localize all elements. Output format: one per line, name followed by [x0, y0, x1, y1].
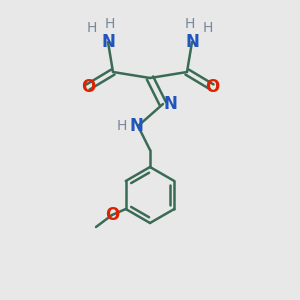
Text: O: O [105, 206, 119, 224]
Text: H: H [203, 21, 213, 35]
Text: N: N [129, 117, 143, 135]
Text: N: N [163, 95, 177, 113]
Text: H: H [105, 17, 115, 31]
Text: N: N [185, 33, 199, 51]
Text: H: H [117, 119, 127, 133]
Text: O: O [81, 78, 95, 96]
Text: O: O [205, 78, 219, 96]
Text: N: N [101, 33, 115, 51]
Text: H: H [185, 17, 195, 31]
Text: H: H [87, 21, 97, 35]
